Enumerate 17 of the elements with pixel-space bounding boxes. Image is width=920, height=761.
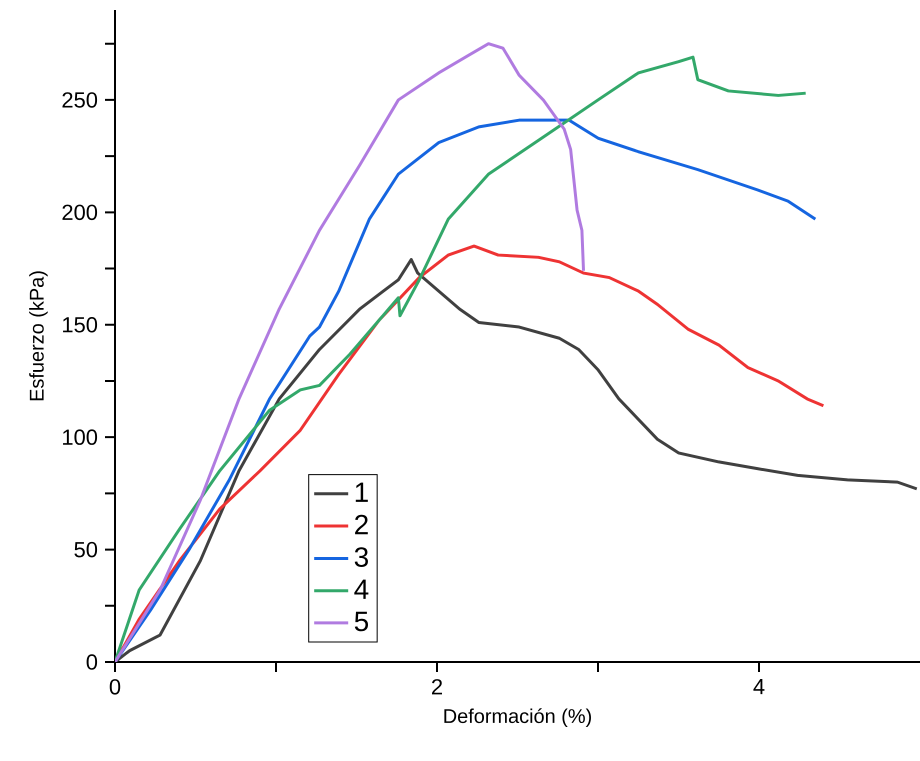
y-axis-title: Esfuerzo (kPa) <box>29 271 48 400</box>
y-tick-label: 0 <box>86 654 98 670</box>
y-tick-label: 200 <box>62 204 98 220</box>
legend-label: 2 <box>355 514 368 534</box>
y-tick-label: 100 <box>63 429 98 445</box>
legend-label: 3 <box>354 547 368 567</box>
y-tick-label: 50 <box>74 542 98 558</box>
legend-label: 1 <box>356 482 368 502</box>
x-tick-label: 2 <box>432 679 442 694</box>
x-tick-label: 0 <box>110 679 120 695</box>
y-tick-label: 250 <box>62 92 98 108</box>
y-tick-label: 150 <box>63 317 98 333</box>
x-axis-title: Deformación (%) <box>444 708 591 728</box>
legend-label: 5 <box>354 612 368 632</box>
line-series <box>115 42 586 662</box>
legend-label: 4 <box>354 580 368 599</box>
x-tick-label: 4 <box>753 679 764 694</box>
